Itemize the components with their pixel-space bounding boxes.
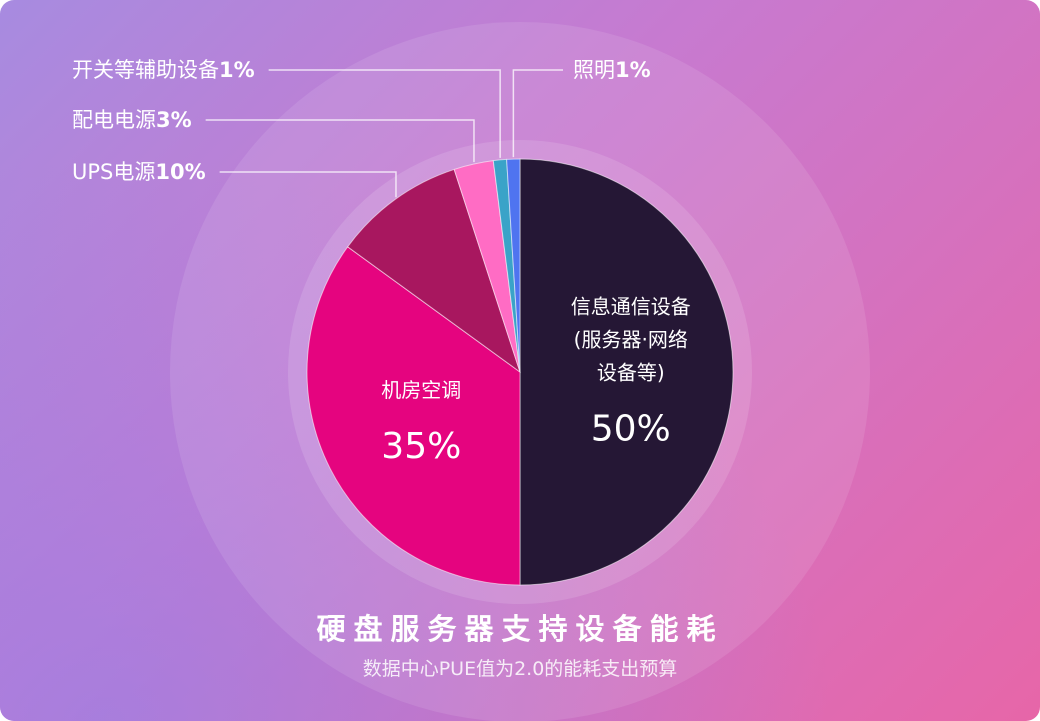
slice-name-label: (服务器·网络 <box>574 328 688 352</box>
callout-label: 开关等辅助设备1% <box>72 58 255 82</box>
chart-caption: 硬盘服务器支持设备能耗 数据中心PUE值为2.0的能耗支出预算 <box>0 606 1040 681</box>
slice-name-label: 信息通信设备 <box>571 295 691 319</box>
chart-title: 硬盘服务器支持设备能耗 <box>316 612 724 646</box>
callout-leader-line <box>205 119 475 163</box>
callout-leader-line <box>512 69 563 158</box>
callout-label: 配电电源3% <box>72 108 192 132</box>
callout-leaders <box>205 69 563 198</box>
callout-label: UPS电源10% <box>72 160 206 184</box>
pie-slice <box>519 158 734 586</box>
callout-leader-line <box>219 171 397 198</box>
chart-subtitle: 数据中心PUE值为2.0的能耗支出预算 <box>362 658 678 680</box>
pie-slice <box>346 168 521 374</box>
pie-slice <box>506 158 521 373</box>
slice-name-label: 机房空调 <box>381 378 461 402</box>
callout-leader-line <box>268 69 501 158</box>
callout-label: 照明1% <box>573 58 651 82</box>
slice-name-label: 设备等) <box>597 361 665 385</box>
pie-slices <box>306 158 734 586</box>
pie-slice <box>306 246 521 586</box>
slice-value-label: 50% <box>591 409 671 450</box>
slice-value-label: 35% <box>381 426 461 467</box>
